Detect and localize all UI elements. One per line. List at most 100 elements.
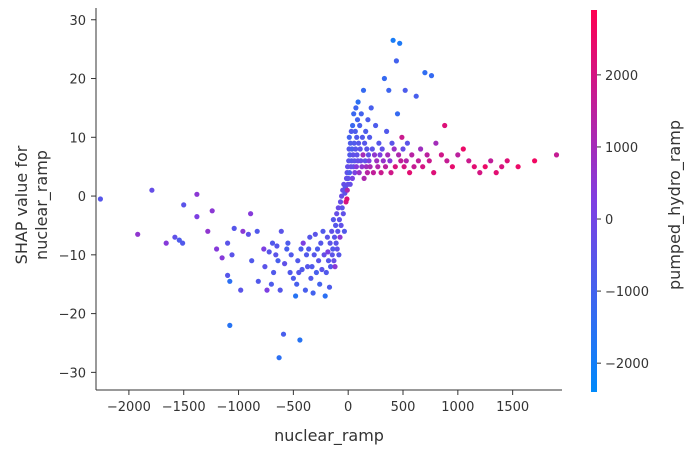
plot-axes: −2000 −1500 −1000 −500 0 500 1000 1500 −30 −20 −1… [59, 8, 562, 415]
data-point [444, 158, 450, 164]
colorbar-tick-label: 2000 [605, 69, 638, 84]
data-point [300, 240, 306, 246]
data-point [334, 211, 340, 217]
data-point [333, 240, 339, 246]
x-tick-label: 1500 [496, 400, 529, 415]
data-point [318, 240, 324, 246]
data-point [346, 134, 352, 140]
data-point [471, 164, 477, 170]
data-point [386, 87, 392, 93]
data-point [358, 111, 364, 117]
data-point [327, 240, 333, 246]
data-point [493, 170, 499, 176]
data-point [227, 278, 233, 284]
data-point [227, 322, 233, 328]
data-point [407, 170, 413, 176]
data-point [354, 134, 360, 140]
y-tick-label: −20 [59, 308, 86, 323]
data-point [344, 196, 350, 202]
data-point [266, 249, 272, 255]
data-point [97, 196, 103, 202]
data-point [336, 252, 342, 258]
data-point [403, 158, 409, 164]
data-point [354, 117, 361, 123]
data-point [353, 105, 359, 111]
data-point [438, 152, 444, 158]
data-point [314, 246, 321, 252]
data-point [368, 105, 374, 111]
data-point [353, 164, 359, 170]
data-point [358, 158, 364, 164]
data-point [274, 243, 280, 249]
data-point [433, 140, 439, 146]
data-point [317, 281, 323, 287]
data-point [334, 246, 340, 252]
data-point [308, 275, 314, 281]
data-point [399, 134, 405, 140]
data-point [352, 170, 358, 176]
data-point [319, 266, 325, 273]
data-point [181, 202, 187, 208]
data-point [350, 122, 356, 129]
colorbar-tick-label: 1000 [605, 141, 638, 156]
data-point [362, 158, 368, 164]
data-point [400, 146, 406, 152]
data-point [262, 264, 268, 270]
data-point [348, 128, 354, 134]
data-point [499, 164, 505, 170]
data-point [330, 246, 336, 252]
data-point [299, 266, 305, 273]
data-point [394, 111, 401, 117]
data-point [338, 222, 344, 228]
data-point [380, 158, 386, 164]
x-tick-label: −1500 [162, 400, 206, 415]
data-point [532, 158, 538, 164]
data-point [209, 208, 215, 214]
data-point [488, 158, 494, 164]
data-point [393, 58, 399, 64]
data-point [477, 170, 483, 176]
data-point [331, 258, 337, 264]
data-point [364, 170, 370, 176]
data-point [249, 258, 255, 264]
data-point [335, 205, 341, 211]
data-point [337, 199, 344, 205]
data-point [401, 164, 407, 170]
data-point [385, 152, 391, 158]
data-point [311, 252, 317, 258]
x-tick-label: −1000 [217, 400, 261, 415]
data-point [324, 234, 330, 240]
data-point [323, 269, 329, 276]
data-point [313, 269, 319, 276]
data-point [442, 122, 448, 129]
y-tick-label: 10 [69, 131, 86, 146]
data-point [404, 140, 410, 146]
data-point [282, 261, 288, 267]
data-point [328, 264, 334, 270]
data-point [378, 170, 384, 176]
data-point [355, 99, 361, 105]
data-point [370, 170, 376, 176]
data-point [278, 228, 284, 234]
data-point [307, 234, 313, 240]
data-point [377, 152, 383, 158]
data-point [306, 246, 312, 252]
data-point [420, 164, 426, 170]
data-point [294, 281, 300, 287]
data-point [248, 211, 254, 217]
data-point [303, 252, 310, 258]
colorbar-gradient [591, 10, 597, 392]
data-point [245, 231, 251, 237]
data-point [302, 287, 308, 293]
y-axis-ticks: −30 −20 −10 0 10 20 30 [59, 14, 96, 381]
data-point [225, 272, 231, 278]
data-point [163, 240, 169, 246]
data-point [180, 240, 186, 246]
data-point [254, 228, 260, 234]
y-tick-label: 30 [69, 14, 86, 29]
data-point [398, 158, 404, 164]
data-point [415, 158, 421, 164]
data-point [371, 152, 378, 158]
data-point [326, 284, 333, 290]
data-point [297, 337, 303, 343]
